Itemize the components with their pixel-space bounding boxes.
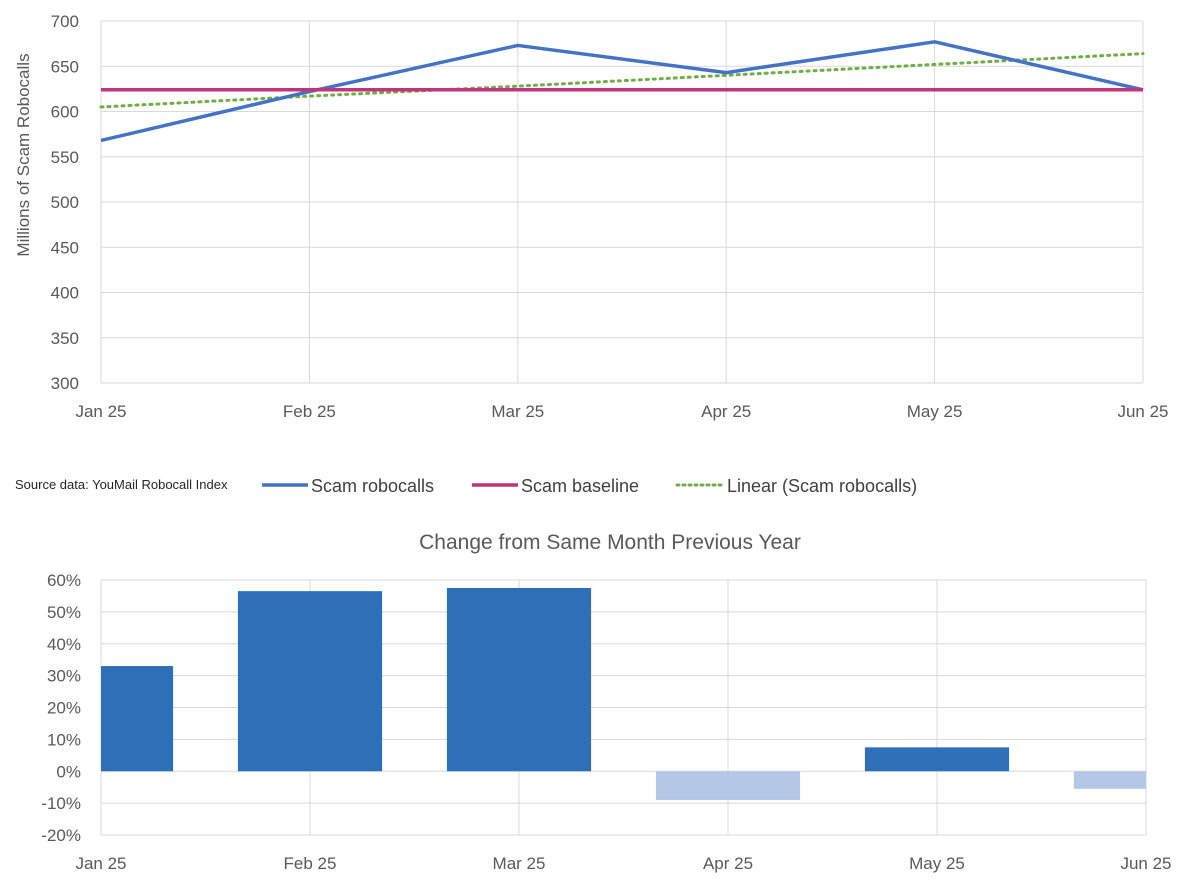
bar-chart: Change from Same Month Previous Year -20… bbox=[41, 531, 1171, 873]
line-x-tick-label: Jun 25 bbox=[1117, 402, 1168, 421]
source-note: Source data: YouMail Robocall Index bbox=[15, 477, 228, 492]
bar-y-tick-label: -10% bbox=[41, 794, 81, 813]
line-chart: 300 350 400 450 500 550 600 650 700 Jan 25 Feb 25… bbox=[14, 12, 1169, 421]
bar-chart-y-tick-labels: -20% -10% 0% 10% 20% 30% 40% 50% 60% bbox=[41, 571, 81, 845]
line-x-tick-label: Jan 25 bbox=[75, 402, 126, 421]
bar-y-tick-label: 0% bbox=[56, 762, 81, 781]
bar-chart-bars bbox=[101, 587, 1146, 800]
bar-x-tick-label: Mar 25 bbox=[493, 854, 546, 873]
legend-label-scam-robocalls: Scam robocalls bbox=[311, 476, 434, 496]
line-x-tick-label: Apr 25 bbox=[701, 402, 751, 421]
bar-chart-x-tick-labels: Jan 25 Feb 25 Mar 25 Apr 25 May 25 Jun 25 bbox=[75, 854, 1171, 873]
line-chart-y-tick-labels: 300 350 400 450 500 550 600 650 700 bbox=[51, 12, 79, 393]
bar-may-25 bbox=[864, 747, 1010, 772]
legend-label-linear: Linear (Scam robocalls) bbox=[727, 476, 917, 496]
series-line-scam-robocalls bbox=[100, 40, 1144, 143]
line-chart-x-tick-labels: Jan 25 Feb 25 Mar 25 Apr 25 May 25 Jun 25 bbox=[75, 402, 1168, 421]
line-chart-series bbox=[99, 40, 1145, 143]
bar-x-tick-label: Feb 25 bbox=[284, 854, 337, 873]
bar-x-tick-label: May 25 bbox=[909, 854, 965, 873]
bar-y-tick-label: 50% bbox=[47, 603, 81, 622]
bar-y-tick-label: 40% bbox=[47, 635, 81, 654]
bar-y-tick-label: 20% bbox=[47, 699, 81, 718]
line-y-tick-label: 450 bbox=[51, 238, 79, 257]
line-y-tick-label: 650 bbox=[51, 57, 79, 76]
bar-feb-25 bbox=[237, 591, 383, 772]
line-y-tick-label: 500 bbox=[51, 193, 79, 212]
line-x-tick-label: May 25 bbox=[907, 402, 963, 421]
bar-chart-title: Change from Same Month Previous Year bbox=[419, 531, 801, 554]
bar-jun-25 bbox=[1073, 771, 1146, 789]
line-y-tick-label: 600 bbox=[51, 103, 79, 122]
bar-y-tick-label: 60% bbox=[47, 571, 81, 590]
bar-x-tick-label: Jan 25 bbox=[75, 854, 126, 873]
bar-jan-25 bbox=[101, 666, 174, 772]
legend: Source data: YouMail Robocall Index Scam… bbox=[15, 476, 917, 496]
bar-apr-25 bbox=[655, 771, 801, 800]
bar-x-tick-label: Jun 25 bbox=[1120, 854, 1171, 873]
line-y-tick-label: 350 bbox=[51, 329, 79, 348]
line-y-tick-label: 300 bbox=[51, 374, 79, 393]
line-y-tick-label: 700 bbox=[51, 12, 79, 31]
bar-x-tick-label: Apr 25 bbox=[703, 854, 753, 873]
bar-y-tick-label: 30% bbox=[47, 667, 81, 686]
series-line-linear-scam-robocalls bbox=[99, 52, 1145, 109]
line-x-tick-label: Feb 25 bbox=[283, 402, 336, 421]
bar-y-tick-label: -20% bbox=[41, 826, 81, 845]
line-chart-gridlines bbox=[100, 20, 1144, 384]
bar-mar-25 bbox=[446, 587, 592, 772]
line-x-tick-label: Mar 25 bbox=[491, 402, 544, 421]
line-y-tick-label: 550 bbox=[51, 148, 79, 167]
legend-label-scam-baseline: Scam baseline bbox=[521, 476, 639, 496]
line-y-tick-label: 400 bbox=[51, 284, 79, 303]
bar-y-tick-label: 10% bbox=[47, 730, 81, 749]
line-chart-y-axis-title: Millions of Scam Robocalls bbox=[14, 53, 33, 256]
